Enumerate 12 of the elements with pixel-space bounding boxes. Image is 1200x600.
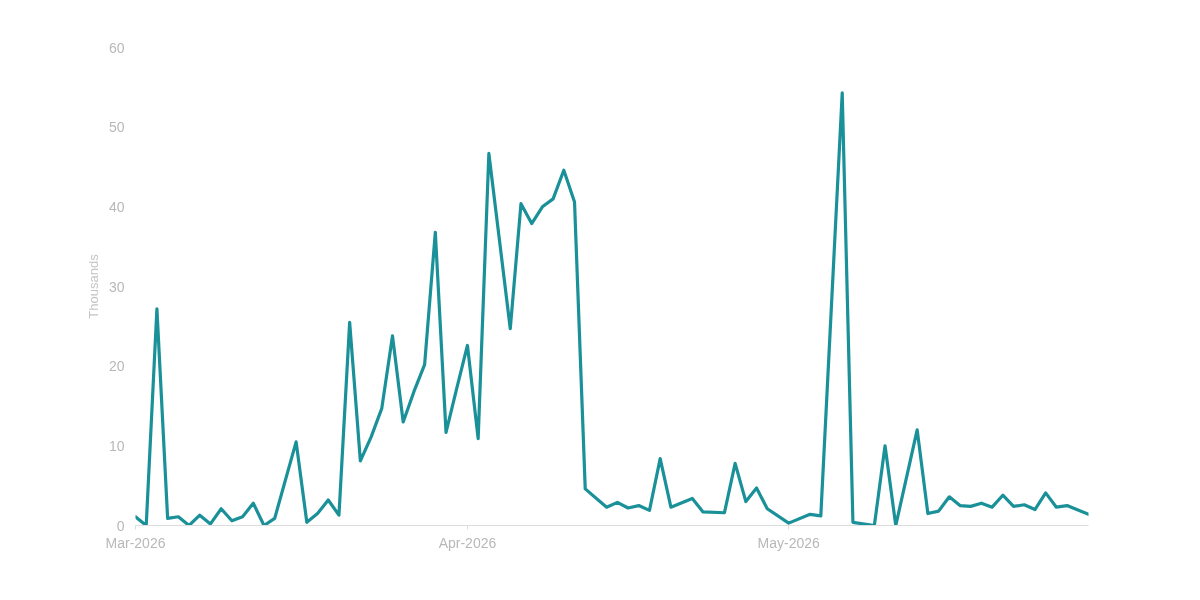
line-series: [135, 91, 1089, 526]
y-axis-title: Thousands: [85, 253, 101, 319]
y-tick-label: 50: [108, 119, 125, 136]
x-tick-label: Mar-2026: [105, 534, 166, 551]
y-tick-label: 10: [108, 437, 125, 454]
y-tick-label: 20: [108, 358, 125, 375]
y-tick-label: 40: [108, 198, 125, 215]
x-tick-label: May-2026: [757, 534, 821, 551]
y-tick-label: 0: [116, 517, 125, 534]
x-tick-label: Apr-2026: [438, 534, 497, 551]
y-tick-label: 60: [108, 39, 125, 56]
y-tick-label: 30: [108, 278, 125, 295]
